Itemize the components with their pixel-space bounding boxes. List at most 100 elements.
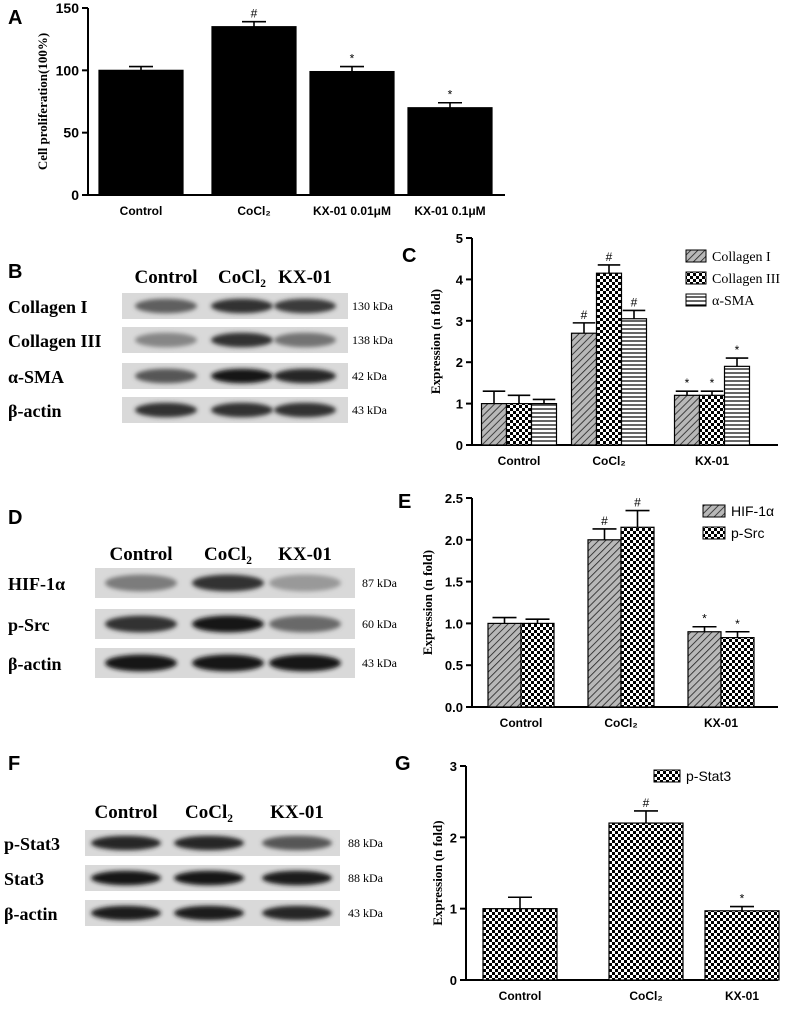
y-tick-label: 3 bbox=[456, 314, 463, 329]
western-blot-f: Control CoCl₂ KX-01 p-Stat3 88 kDa Stat3 88 kD… bbox=[4, 802, 384, 926]
blot-band bbox=[274, 402, 336, 418]
legend-swatch bbox=[702, 504, 726, 518]
bar-p-src-cocl bbox=[620, 526, 655, 708]
blot-band bbox=[174, 835, 244, 851]
x-tick-label: CoCl₂ bbox=[592, 454, 625, 468]
blot-band bbox=[274, 332, 336, 348]
blot-band bbox=[105, 615, 177, 633]
significance-mark: * bbox=[350, 52, 355, 66]
blot-kda-label: 130 kDa bbox=[352, 299, 394, 313]
y-tick-label: 2 bbox=[456, 355, 463, 370]
bar-collagen-iii-control bbox=[505, 403, 533, 446]
bar-collagen-i-control bbox=[480, 403, 508, 446]
blot-row-label: p-Stat3 bbox=[4, 834, 60, 854]
x-tick-label: Control bbox=[498, 454, 541, 468]
significance-mark: # bbox=[251, 7, 258, 21]
blot-column-header: Control bbox=[110, 544, 173, 565]
y-tick-label: 50 bbox=[63, 125, 79, 141]
blot-kda-label: 88 kDa bbox=[348, 871, 384, 885]
panel-label-e: E bbox=[398, 491, 411, 513]
y-axis-label: Expression (n fold) bbox=[420, 550, 435, 655]
significance-mark: * bbox=[735, 343, 740, 357]
y-tick-label: 3 bbox=[450, 759, 457, 774]
blot-kda-label: 42 kDa bbox=[352, 369, 388, 383]
x-tick-label: CoCl₂ bbox=[237, 204, 270, 218]
blot-band bbox=[192, 574, 264, 592]
blot-band bbox=[105, 654, 177, 672]
y-tick-label: 2.0 bbox=[445, 533, 463, 548]
y-tick-label: 0.0 bbox=[445, 700, 463, 715]
western-blot-b: Control CoCl₂ KX-01 Collagen I 130 kDa Collag… bbox=[8, 267, 394, 423]
panel-label-b: B bbox=[8, 261, 22, 283]
y-axis-label: Cell proliferation(100%) bbox=[35, 33, 50, 170]
blot-row-label: Collagen I bbox=[8, 297, 88, 317]
blot-band bbox=[91, 870, 161, 886]
blot-band bbox=[91, 835, 161, 851]
legend-swatch bbox=[685, 293, 707, 307]
bar-a-kx-01-0-1-m bbox=[407, 107, 493, 196]
y-tick-label: 1 bbox=[456, 397, 463, 412]
blot-band bbox=[211, 368, 273, 384]
y-tick-label: 1.0 bbox=[445, 616, 463, 631]
blot-row-label: β-actin bbox=[8, 654, 61, 674]
blot-band bbox=[174, 870, 244, 886]
bar-collagen-iii-kx-01 bbox=[698, 394, 726, 446]
chart-g-stat3-expression: 0 1 2 3 Expression (n fold) Control # CoCl₂ * KX-… bbox=[430, 759, 780, 1003]
y-tick-label: 2 bbox=[450, 830, 457, 845]
legend-label: Collagen I bbox=[712, 250, 771, 265]
blot-band bbox=[192, 654, 264, 672]
significance-mark: # bbox=[631, 295, 638, 309]
blot-band bbox=[262, 905, 332, 921]
blot-kda-label: 43 kDa bbox=[352, 403, 388, 417]
blot-band bbox=[135, 332, 197, 348]
blot-band bbox=[211, 298, 273, 314]
blot-band bbox=[135, 368, 197, 384]
blot-band bbox=[262, 870, 332, 886]
blot-row-label: β-actin bbox=[4, 904, 57, 924]
panel-label-f: F bbox=[8, 753, 20, 775]
x-tick-label: Control bbox=[500, 716, 543, 730]
bar-collagen-i-kx-01 bbox=[673, 394, 701, 446]
bar-sma-cocl bbox=[620, 318, 648, 446]
x-tick-label: KX-01 bbox=[725, 989, 759, 1003]
blot-column-header: KX-01 bbox=[278, 544, 332, 565]
significance-mark: # bbox=[634, 496, 641, 510]
blot-column-header: CoCl₂ bbox=[185, 802, 233, 823]
y-tick-label: 1 bbox=[450, 902, 457, 917]
blot-kda-label: 138 kDa bbox=[352, 333, 394, 347]
y-tick-label: 2.5 bbox=[445, 491, 463, 506]
blot-row-label: β-actin bbox=[8, 401, 61, 421]
significance-mark: * bbox=[710, 376, 715, 390]
panel-label-c: C bbox=[402, 245, 416, 267]
bar-p-src-control bbox=[520, 622, 555, 708]
bar-a-kx-01-0-01-m bbox=[309, 70, 395, 196]
blot-band bbox=[135, 298, 197, 314]
legend-swatch bbox=[653, 769, 681, 783]
significance-mark: * bbox=[735, 617, 740, 631]
chart-e-hif-src-expression: 0.0 0.5 1.0 1.5 2.0 2.5 Expression (n fold) Con… bbox=[420, 491, 778, 730]
bar-p-stat3-kx-01 bbox=[704, 910, 780, 981]
y-tick-label: 1.5 bbox=[445, 575, 463, 590]
bar-a-cocl bbox=[211, 26, 297, 196]
significance-mark: * bbox=[702, 612, 707, 626]
blot-row-label: Stat3 bbox=[4, 869, 44, 889]
legend-label: p-Src bbox=[731, 525, 764, 541]
y-tick-label: 5 bbox=[456, 231, 463, 246]
x-tick-label: KX-01 bbox=[695, 454, 729, 468]
blot-kda-label: 43 kDa bbox=[348, 906, 384, 920]
legend-swatch bbox=[685, 271, 707, 285]
x-tick-label: CoCl₂ bbox=[604, 716, 637, 730]
blot-band bbox=[174, 905, 244, 921]
bar-hif-1-cocl bbox=[587, 539, 622, 708]
y-tick-label: 0.5 bbox=[445, 658, 463, 673]
bar-collagen-iii-cocl bbox=[595, 272, 623, 446]
blot-band bbox=[211, 332, 273, 348]
blot-kda-label: 87 kDa bbox=[362, 576, 398, 590]
significance-mark: # bbox=[601, 514, 608, 528]
legend-swatch bbox=[702, 526, 726, 540]
blot-column-header: CoCl₂ bbox=[218, 267, 266, 288]
legend-label: p-Stat3 bbox=[686, 768, 731, 784]
chart-c-collagen-expression: 0 1 2 3 4 5 Expression (n fold) Control # # # CoCl₂… bbox=[428, 231, 780, 468]
blot-band bbox=[135, 402, 197, 418]
x-tick-label: KX-01 0.01μM bbox=[313, 204, 391, 218]
